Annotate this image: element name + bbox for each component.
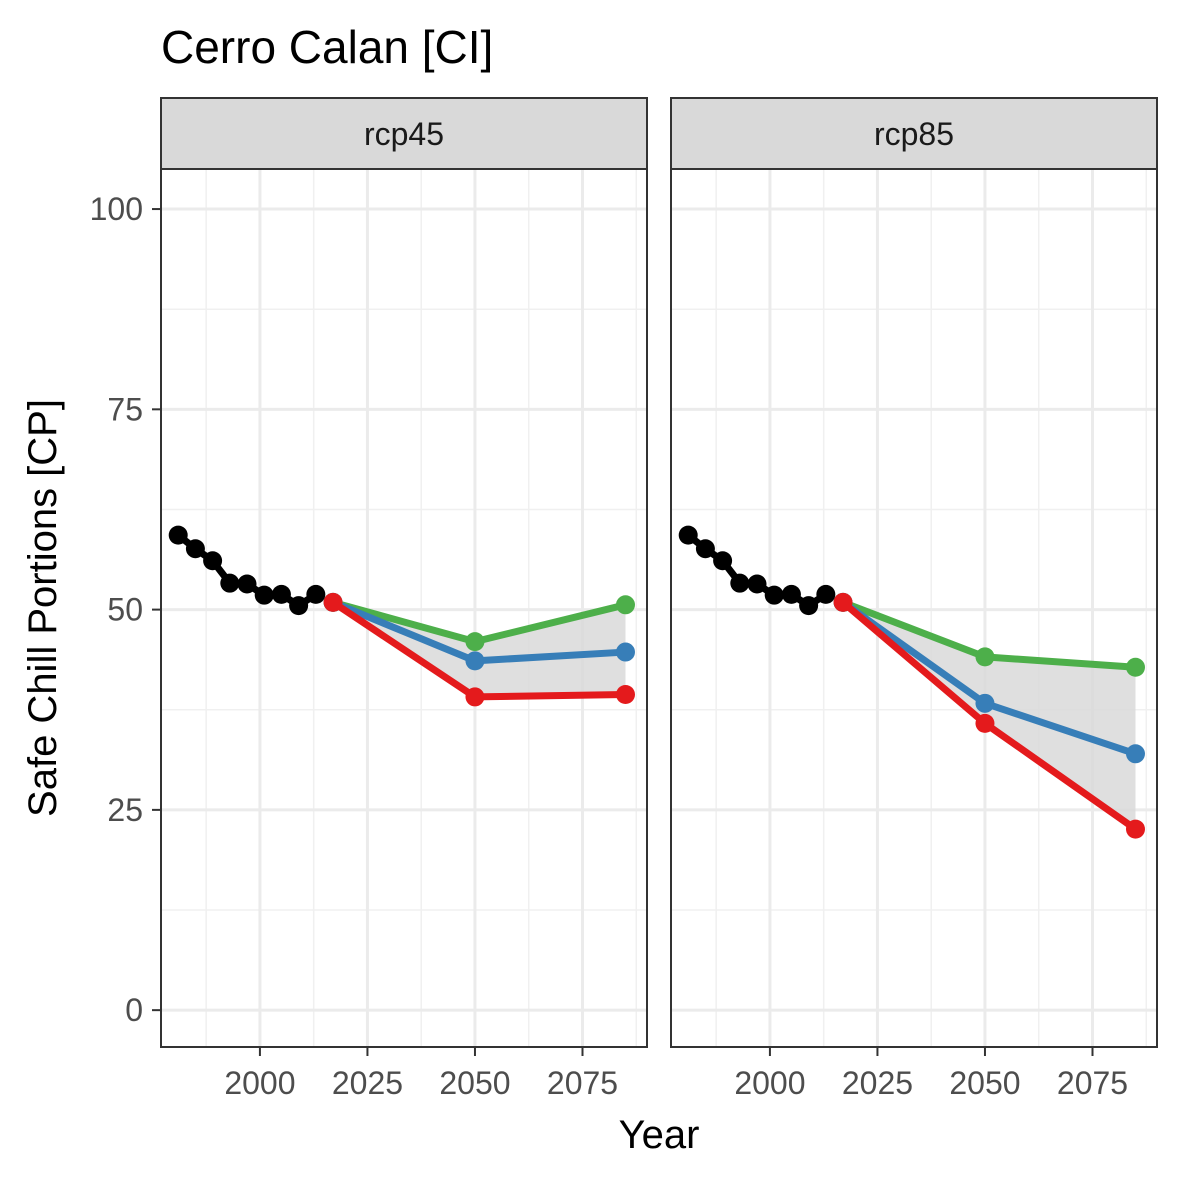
series-point-mid bbox=[1125, 744, 1145, 764]
historic-point bbox=[254, 585, 274, 605]
y-axis: 0 25 50 75 100 bbox=[90, 191, 161, 1028]
series-point-low bbox=[1125, 819, 1145, 839]
x-tick-label: 2050 bbox=[949, 1065, 1020, 1101]
series-point-low bbox=[465, 687, 485, 707]
y-tick-label: 0 bbox=[125, 992, 143, 1028]
y-tick-label: 100 bbox=[90, 191, 143, 227]
strip-label: rcp45 bbox=[364, 116, 444, 152]
panel-border bbox=[160, 168, 648, 1048]
series-point-low bbox=[975, 713, 995, 733]
x-tick-label: 2000 bbox=[224, 1065, 295, 1101]
historic-point bbox=[203, 551, 223, 571]
historic-point bbox=[168, 525, 188, 545]
x-tick-label: 2050 bbox=[439, 1065, 510, 1101]
y-tick-label: 25 bbox=[107, 792, 143, 828]
x-tick-label: 2025 bbox=[332, 1065, 403, 1101]
facet-panel-rcp45: rcp45 2000 2025 2050 2075 bbox=[160, 97, 648, 1101]
series-point-mid bbox=[465, 651, 485, 671]
historic-point bbox=[289, 596, 309, 616]
historic-point bbox=[237, 574, 257, 594]
historic-point bbox=[220, 573, 240, 593]
series-point-high bbox=[615, 595, 635, 615]
y-tick-label: 75 bbox=[107, 391, 143, 427]
facet-panel-rcp85: rcp85 2000 2025 2050 2075 bbox=[670, 97, 1158, 1101]
y-tick-label: 50 bbox=[107, 592, 143, 628]
series-point-mid bbox=[615, 642, 635, 662]
historic-point bbox=[747, 574, 767, 594]
historic-point bbox=[271, 584, 291, 604]
x-tick-label: 2025 bbox=[842, 1065, 913, 1101]
series-point-low bbox=[833, 592, 853, 612]
historic-point bbox=[781, 584, 801, 604]
historic-point bbox=[713, 551, 733, 571]
series-point-high bbox=[975, 647, 995, 667]
panel-border bbox=[670, 168, 1158, 1048]
historic-point bbox=[799, 596, 819, 616]
historic-point bbox=[730, 573, 750, 593]
series-point-high bbox=[465, 632, 485, 652]
historic-point bbox=[678, 525, 698, 545]
historic-point bbox=[764, 585, 784, 605]
strip-background bbox=[160, 97, 648, 170]
x-tick-label: 2075 bbox=[547, 1065, 618, 1101]
series-point-low bbox=[615, 685, 635, 705]
facet-panels: rcp45 2000 2025 2050 2075 rcp85 2000 2025 2050 20… bbox=[160, 97, 1158, 1101]
series-point-low bbox=[323, 592, 343, 612]
x-tick-label: 2000 bbox=[734, 1065, 805, 1101]
grid-lines bbox=[671, 169, 1157, 1047]
historic-point bbox=[306, 584, 326, 604]
strip-label: rcp85 bbox=[874, 116, 954, 152]
chart-title: Cerro Calan [CI] bbox=[161, 21, 493, 73]
historic-point bbox=[695, 539, 715, 559]
historic-point bbox=[185, 539, 205, 559]
y-axis-title: Safe Chill Portions [CP] bbox=[21, 399, 65, 817]
grid-lines bbox=[161, 169, 647, 1047]
series-point-mid bbox=[975, 693, 995, 713]
x-axis-title: Year bbox=[619, 1113, 700, 1157]
strip-background bbox=[670, 97, 1158, 170]
historic-point bbox=[816, 584, 836, 604]
series-point-high bbox=[1125, 657, 1145, 677]
x-tick-label: 2075 bbox=[1057, 1065, 1128, 1101]
